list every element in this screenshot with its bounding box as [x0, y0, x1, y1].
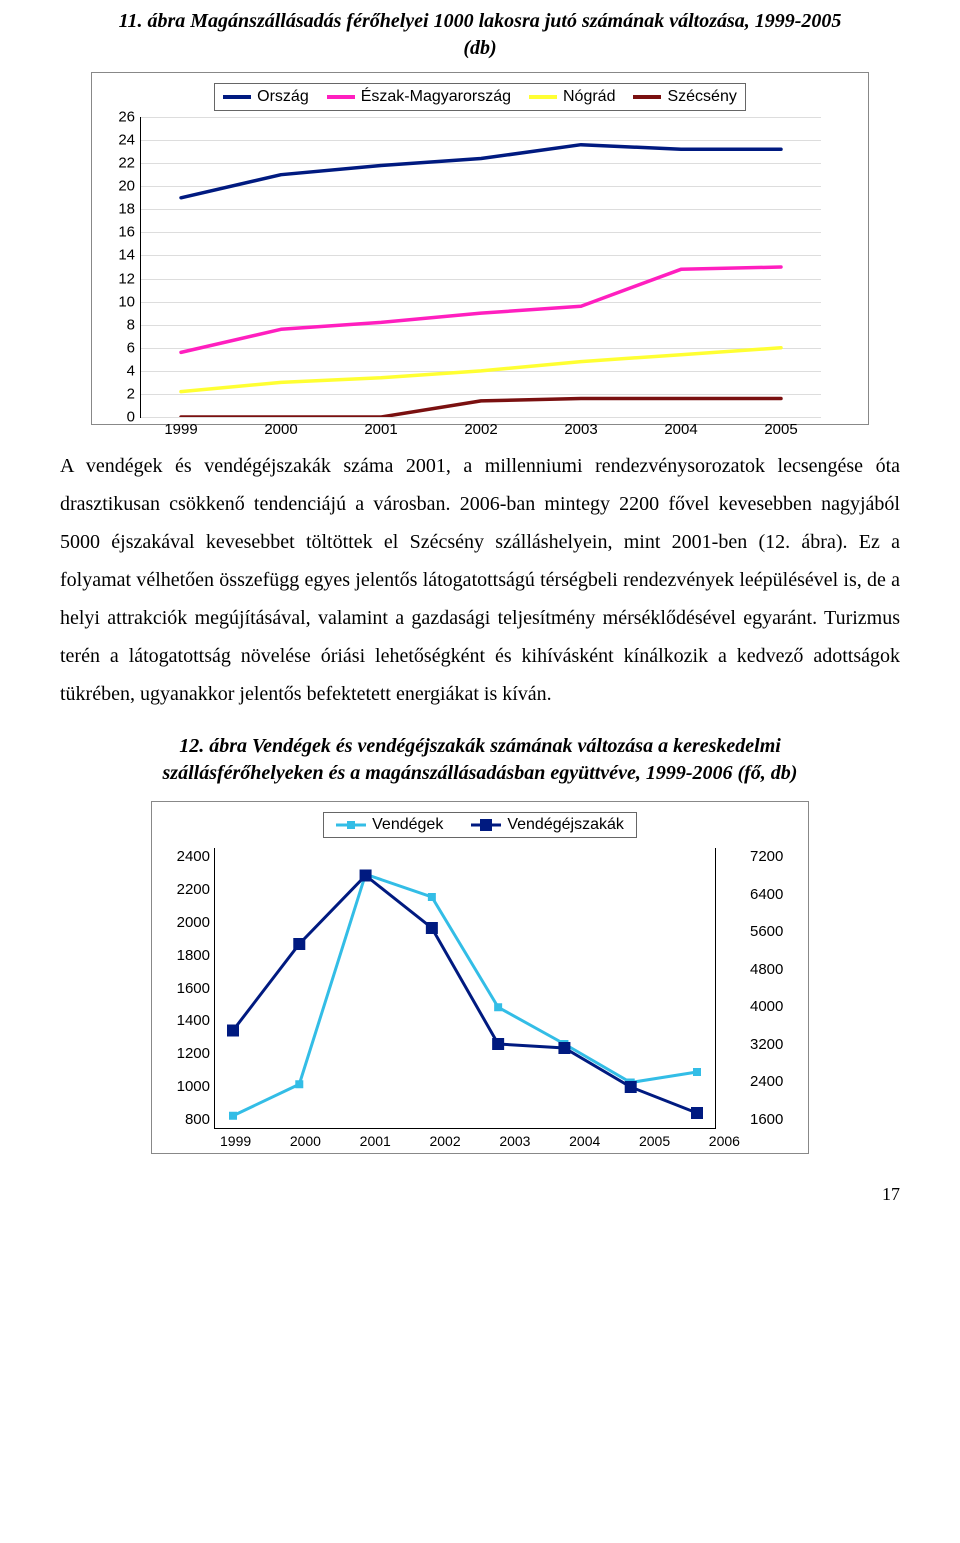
ytick: 8: [105, 316, 135, 333]
fig11-plot: 0246810121416182022242619992000200120022…: [140, 117, 821, 418]
page-number: 17: [60, 1184, 900, 1205]
ytick: 2: [105, 385, 135, 402]
ytick-right: 4800: [750, 961, 796, 978]
fig11-legend: Ország Észak-Magyarország Nógrád Szécsény: [214, 83, 746, 111]
fig12-legend: Vendégek Vendégéjszakák: [323, 812, 637, 838]
ytick-left: 1600: [164, 980, 210, 997]
xtick: 2005: [764, 417, 797, 438]
ytick: 16: [105, 224, 135, 241]
ytick-left: 2400: [164, 848, 210, 865]
fig12-left-axis: 2400 2200 2000 1800 1600 1400 1200 1000 800: [160, 848, 214, 1128]
xtick: 2006: [709, 1133, 740, 1149]
xtick: 2004: [569, 1133, 600, 1149]
xtick: 2001: [364, 417, 397, 438]
fig11-title-line1: 11. ábra Magánszállásadás férőhelyei 100…: [119, 10, 842, 32]
fig11-title-line2: (db): [463, 37, 496, 59]
body-paragraph: A vendégek és vendégéjszakák száma 2001,…: [60, 447, 900, 713]
fig12-right-axis: 7200 6400 5600 4800 4000 3200 2400 1600: [746, 848, 800, 1128]
ytick-right: 5600: [750, 923, 796, 940]
ytick-left: 2200: [164, 881, 210, 898]
legend-item: Ország: [223, 88, 309, 106]
legend-item: Észak-Magyarország: [327, 88, 511, 106]
ytick: 22: [105, 155, 135, 172]
ytick-right: 2400: [750, 1073, 796, 1090]
fig12-x-axis: 1999 2000 2001 2002 2003 2004 2005 2006: [214, 1129, 746, 1149]
fig12-chart: Vendégek Vendégéjszakák 2400 2200 2000 1800 1…: [151, 801, 809, 1154]
fig12-title-line2: szállásférőhelyeken és a magánszállásadá…: [163, 762, 798, 784]
ytick: 24: [105, 132, 135, 149]
ytick: 12: [105, 270, 135, 287]
ytick: 10: [105, 293, 135, 310]
legend-item: Nógrád: [529, 88, 615, 106]
ytick-right: 4000: [750, 998, 796, 1015]
ytick-right: 7200: [750, 848, 796, 865]
ytick-left: 800: [164, 1111, 210, 1128]
ytick: 14: [105, 247, 135, 264]
xtick: 2004: [664, 417, 697, 438]
ytick: 6: [105, 339, 135, 356]
ytick-right: 3200: [750, 1036, 796, 1053]
ytick: 4: [105, 362, 135, 379]
fig12-plot: [214, 848, 716, 1129]
ytick-left: 1000: [164, 1078, 210, 1095]
xtick: 2000: [264, 417, 297, 438]
legend-item: Vendégek: [336, 816, 443, 834]
xtick: 1999: [164, 417, 197, 438]
ytick: 26: [105, 109, 135, 126]
fig11-title: 11. ábra Magánszállásadás férőhelyei 100…: [60, 8, 900, 62]
xtick: 1999: [220, 1133, 251, 1149]
xtick: 2003: [564, 417, 597, 438]
ytick: 0: [105, 409, 135, 426]
ytick: 18: [105, 201, 135, 218]
xtick: 2002: [464, 417, 497, 438]
ytick-right: 6400: [750, 886, 796, 903]
ytick-right: 1600: [750, 1111, 796, 1128]
fig12-title: 12. ábra Vendégek és vendégéjszakák szám…: [60, 733, 900, 787]
xtick: 2005: [639, 1133, 670, 1149]
fig11-chart: Ország Észak-Magyarország Nógrád Szécsény 0…: [91, 72, 869, 425]
xtick: 2002: [429, 1133, 460, 1149]
xtick: 2000: [290, 1133, 321, 1149]
ytick-left: 1400: [164, 1012, 210, 1029]
xtick: 2001: [360, 1133, 391, 1149]
ytick-left: 2000: [164, 914, 210, 931]
ytick-left: 1200: [164, 1045, 210, 1062]
ytick: 20: [105, 178, 135, 195]
legend-item: Szécsény: [633, 88, 736, 106]
fig12-title-line1: 12. ábra Vendégek és vendégéjszakák szám…: [179, 735, 781, 757]
ytick-left: 1800: [164, 947, 210, 964]
xtick: 2003: [499, 1133, 530, 1149]
legend-item: Vendégéjszakák: [471, 816, 624, 834]
